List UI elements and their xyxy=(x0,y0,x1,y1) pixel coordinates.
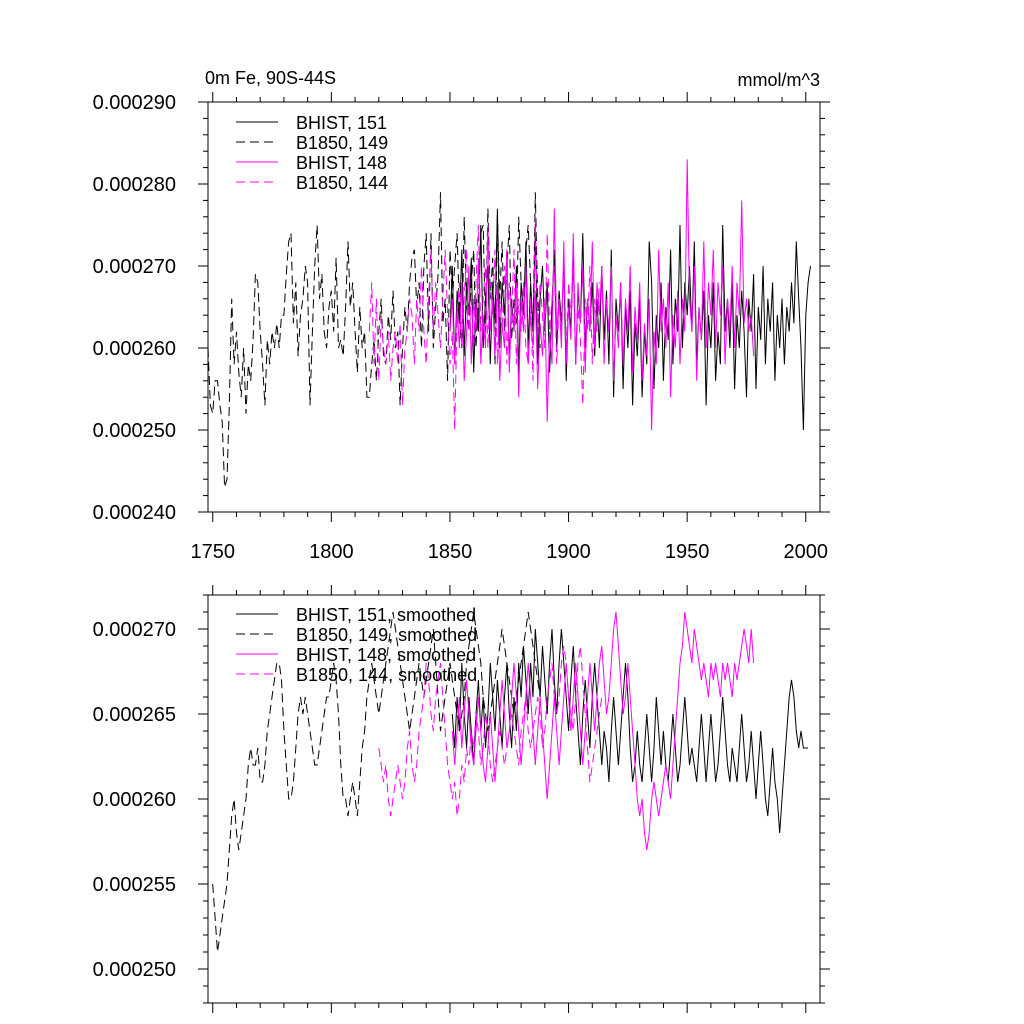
legend-label: B1850, 149 xyxy=(296,133,388,153)
series-line-3 xyxy=(449,159,755,431)
x-tick-label: 1950 xyxy=(665,541,710,563)
lower-panel-series xyxy=(212,611,809,953)
series-line-2 xyxy=(207,192,541,488)
y-tick-label: 0.000260 xyxy=(93,338,176,360)
upper-panel-series xyxy=(207,159,811,488)
series-line-1 xyxy=(451,628,809,834)
y-tick-label: 0.000255 xyxy=(93,874,176,896)
upper-panel-title: 0m Fe, 90S-44S xyxy=(205,68,336,88)
plot-frame xyxy=(207,101,821,513)
y-tick-label: 0.000265 xyxy=(93,704,176,726)
upper-panel-axes: 1750 1800 1850 1900 1950 2000 0.000240 0.000250… xyxy=(93,92,830,563)
y-tick-label: 0.000270 xyxy=(93,256,176,278)
legend-label: BHIST, 151 xyxy=(296,113,387,133)
y-tick-label: 0.000250 xyxy=(93,959,176,981)
upper-panel: 0m Fe, 90S-44S mmol/m^3 1750 1800 1850 1900… xyxy=(93,68,830,563)
y-tick-label: 0.000290 xyxy=(93,92,176,114)
series-line-4 xyxy=(368,216,600,431)
y-tick-label: 0.000250 xyxy=(93,420,176,442)
y-tick-label: 0.000280 xyxy=(93,174,176,196)
series-line-2 xyxy=(212,611,541,953)
legend-label: B1850, 144, smoothed xyxy=(296,665,477,685)
x-tick-label: 1900 xyxy=(546,541,591,563)
lower-panel: 0.000250 0.000255 0.000260 0.000265 0.000270… xyxy=(93,585,830,1013)
lower-panel-axes: 0.000250 0.000255 0.000260 0.000265 0.000270 xyxy=(93,585,830,1013)
legend-label: BHIST, 151, smoothed xyxy=(296,605,476,625)
y-tick-label: 0.000260 xyxy=(93,789,176,811)
y-tick-label: 0.000240 xyxy=(93,502,176,524)
x-tick-label: 1750 xyxy=(190,541,235,563)
x-tick-label: 1800 xyxy=(309,541,354,563)
x-tick-label: 1850 xyxy=(428,541,473,563)
x-tick-label: 2000 xyxy=(784,541,829,563)
legend-label: B1850, 144 xyxy=(296,173,388,193)
legend-label: BHIST, 148, smoothed xyxy=(296,645,476,665)
series-line-4 xyxy=(378,645,603,817)
y-tick-label: 0.000270 xyxy=(93,619,176,641)
series-line-3 xyxy=(451,611,755,851)
upper-panel-units: mmol/m^3 xyxy=(738,70,820,90)
legend-label: BHIST, 148 xyxy=(296,153,387,173)
legend-label: B1850, 149, smoothed xyxy=(296,625,477,645)
